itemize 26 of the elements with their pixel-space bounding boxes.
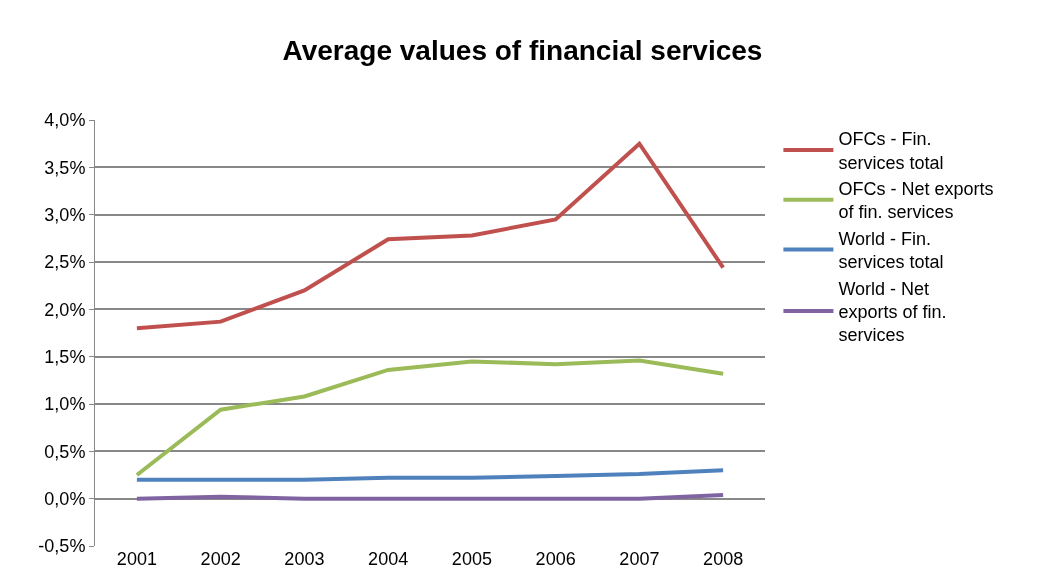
y-tick-label: 3,5%	[44, 157, 86, 178]
x-tick-label: 2003	[284, 549, 325, 569]
x-tick-label: 2005	[451, 549, 492, 569]
x-tick-label: 2001	[116, 549, 157, 569]
y-tick-label: 2,5%	[44, 252, 86, 273]
x-tick-label: 2004	[368, 549, 409, 569]
x-tick-label: 2008	[703, 549, 744, 569]
y-tick-label: 1,5%	[44, 346, 86, 367]
y-tick-label: 0,5%	[44, 441, 86, 462]
y-tick-label: 1,0%	[44, 394, 86, 415]
y-tick-label: 3,0%	[44, 204, 86, 225]
legend-label: World - Net exports of fin. services	[838, 278, 947, 346]
legend-label: OFCs - Fin. services total	[838, 129, 944, 173]
line-series	[134, 141, 726, 331]
x-tick-label: 2006	[535, 549, 576, 569]
legend-label: World - Fin. services total	[838, 228, 944, 273]
x-tick-label: 2007	[619, 549, 660, 569]
x-tick-label: 2002	[200, 549, 241, 569]
line-series	[134, 358, 726, 477]
y-tick-label: 2,0%	[44, 299, 86, 320]
line-series	[134, 468, 726, 482]
y-tick-label: 4,0%	[44, 110, 86, 131]
legend-label: OFCs - Net exports of fin. services	[838, 179, 994, 223]
y-tick-label: 0,0%	[44, 488, 86, 509]
chart-title: Average values of financial services	[282, 35, 763, 67]
y-tick-label: -0,5%	[38, 536, 86, 557]
